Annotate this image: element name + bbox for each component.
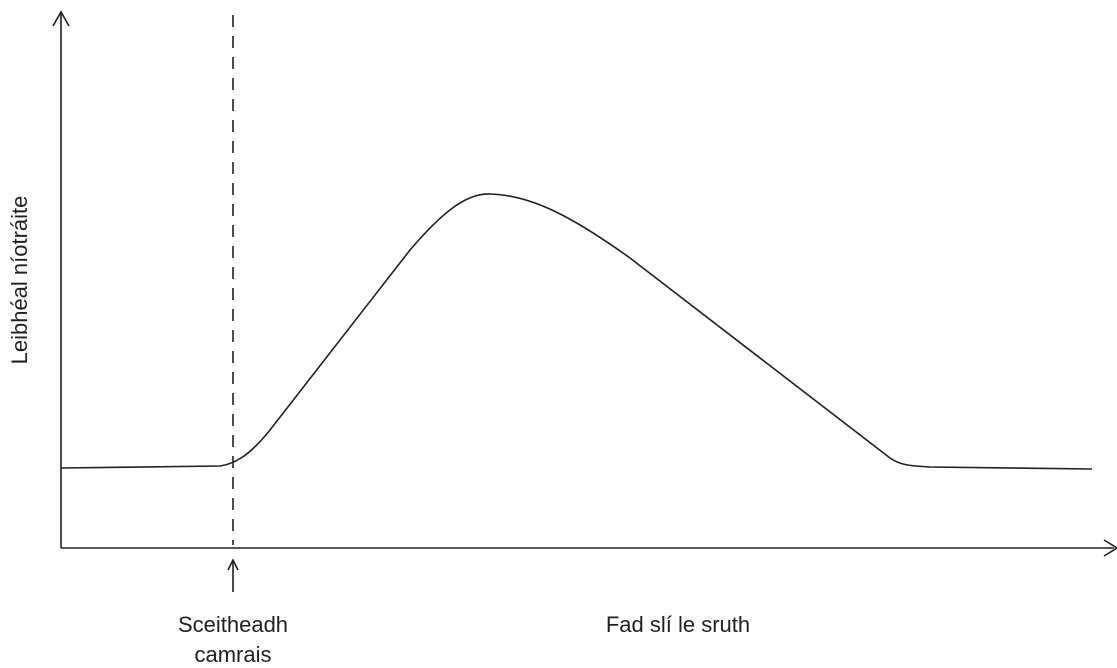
discharge-arrowhead [227,558,239,571]
annotation-line: camrais [194,642,271,667]
x-axis-label: Fad slí le sruth [606,612,750,637]
nitrate-curve [60,193,1093,470]
y-axis-arrow [52,10,70,27]
annotation-line: Sceitheadh [178,612,288,637]
x-axis-arrow [1103,539,1117,557]
y-axis-label: Leibhéal níotráite [7,196,32,365]
